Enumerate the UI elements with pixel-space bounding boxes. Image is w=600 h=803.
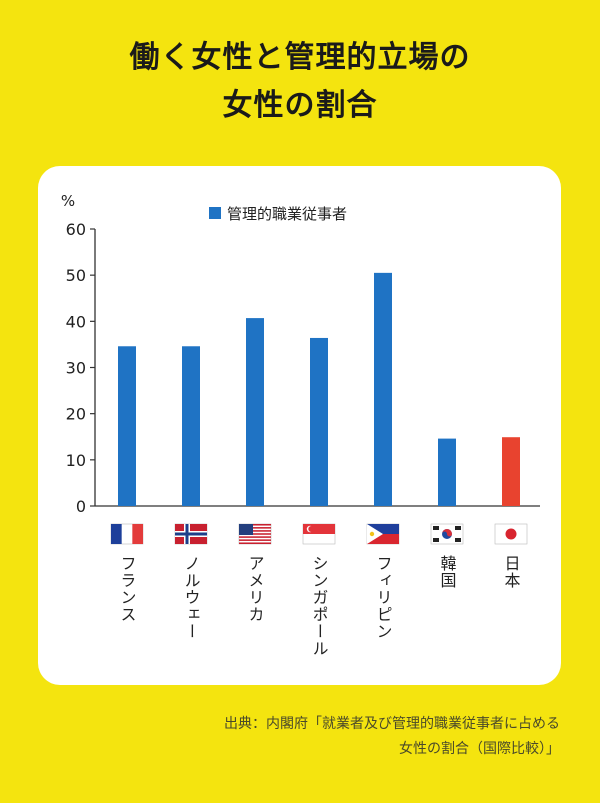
category-label: フィリピン (374, 555, 393, 640)
bar-7 (502, 437, 520, 506)
legend-swatch (209, 207, 221, 219)
y-tick-label: 30 (66, 359, 86, 378)
y-tick-label: 40 (66, 312, 86, 331)
title-line-2: 女性の割合 (222, 88, 378, 123)
bar-6 (438, 438, 456, 506)
category-label: アメリカ (246, 555, 265, 623)
bar-3 (246, 318, 264, 506)
category-label: 日本 (502, 555, 521, 589)
title-line-1: 働く女性と管理的立場の (129, 40, 471, 75)
source-line-2: 女性の割合（国際比較）」 (399, 741, 560, 757)
flag-norway-icon (174, 523, 208, 545)
bar-2 (182, 346, 200, 506)
chart-title: 働く女性と管理的立場の 女性の割合 (0, 34, 600, 130)
flag-japan-icon (494, 523, 528, 545)
y-unit-label: % (61, 192, 75, 210)
category-label: フランス (118, 555, 137, 623)
category-label: ノルウェー (182, 555, 201, 640)
bar-4 (310, 337, 328, 506)
y-tick-label: 50 (66, 266, 86, 285)
source-note: 出典：内閣府「就業者及び管理的職業従事者に占める 女性の割合（国際比較）」 (40, 712, 560, 762)
bar-5 (374, 272, 392, 506)
chart-card: % 0 10 20 30 40 50 60 管理的職業従事者フランス ノルウェー アメリカ シンガポー… (38, 166, 561, 685)
y-tick-label: 60 (66, 220, 86, 239)
y-tick-label: 20 (66, 405, 86, 424)
category-label: 韓国 (438, 555, 457, 589)
flag-korea-icon (430, 523, 464, 545)
source-line-1: 出典：内閣府「就業者及び管理的職業従事者に占める (224, 716, 560, 732)
flag-singapore-icon (302, 523, 336, 545)
flag-philippines-icon (366, 523, 400, 545)
flag-france-icon (110, 523, 144, 545)
category-label: シンガポール (310, 555, 329, 657)
y-tick-label: 10 (66, 451, 86, 470)
legend-label: 管理的職業従事者 (227, 205, 347, 223)
y-tick-label: 0 (76, 497, 86, 516)
bar-1 (118, 346, 136, 506)
flag-usa-icon (238, 523, 272, 545)
